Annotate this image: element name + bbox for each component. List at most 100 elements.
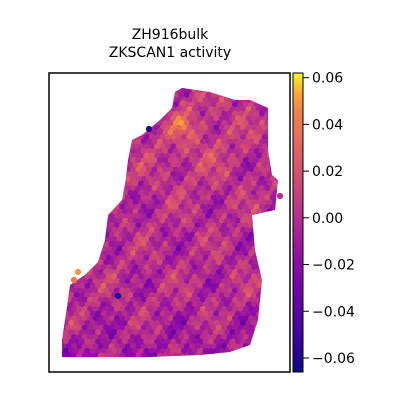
hex-spot <box>213 134 220 141</box>
hex-spot <box>194 157 201 164</box>
hex-spot <box>79 152 86 159</box>
hex-spot <box>226 278 233 285</box>
hex-spot <box>274 129 278 136</box>
hex-spot <box>234 236 242 243</box>
hex-spot <box>84 152 91 159</box>
hex-spot <box>232 268 239 276</box>
hex-spot <box>186 329 193 336</box>
hex-spot <box>73 189 80 197</box>
hex-spot <box>156 315 164 322</box>
hex-spot <box>138 208 145 215</box>
hex-spot <box>81 166 88 173</box>
hex-spot <box>234 347 242 355</box>
hex-spot <box>207 301 215 308</box>
hex-spot <box>183 315 191 322</box>
hex-spot <box>148 329 156 336</box>
hex-spot <box>234 319 242 327</box>
hex-spot <box>274 324 278 331</box>
hex-spot <box>258 157 266 164</box>
hex-spot <box>70 120 78 127</box>
hex-spot <box>210 138 217 145</box>
hex-spot <box>183 231 191 238</box>
hex-spot <box>138 338 145 345</box>
hex-spot <box>62 171 70 178</box>
hex-spot <box>92 120 99 127</box>
hex-spot <box>113 306 121 313</box>
hex-spot <box>55 222 61 228</box>
hex-spot <box>62 203 67 211</box>
hex-spot <box>226 185 233 192</box>
hex-spot <box>95 152 102 159</box>
hex-spot <box>202 208 209 215</box>
hex-spot <box>162 240 169 248</box>
hex-spot <box>62 338 70 345</box>
hex-spot <box>274 278 278 285</box>
hex-spot <box>269 315 276 322</box>
hex-spot <box>65 324 72 331</box>
hex-spot <box>242 287 250 294</box>
hex-spot <box>226 268 233 276</box>
hex-spot <box>97 315 105 322</box>
hex-spot <box>119 129 126 136</box>
hex-spot <box>103 138 110 145</box>
hex-spot <box>237 88 244 90</box>
hex-spot <box>186 236 193 243</box>
hex-spot <box>269 268 276 276</box>
hex-spot <box>146 343 153 350</box>
hex-spot <box>240 292 247 299</box>
hex-spot <box>95 208 102 215</box>
hex-spot <box>108 120 115 127</box>
hex-spot <box>248 166 255 173</box>
hex-spot <box>89 347 97 355</box>
hex-spot <box>199 194 207 201</box>
hex-spot <box>245 88 252 94</box>
hex-spot <box>111 208 118 215</box>
hex-spot <box>87 352 94 357</box>
hex-spot <box>264 157 271 164</box>
hex-spot <box>248 315 255 322</box>
hex-spot <box>162 296 169 304</box>
hex-spot <box>250 282 258 290</box>
hex-spot <box>266 310 274 317</box>
hex-spot <box>119 222 126 229</box>
hex-spot <box>215 315 223 322</box>
hex-spot <box>191 338 199 345</box>
hex-spot <box>261 282 268 290</box>
hex-spot <box>183 306 191 313</box>
hex-spot <box>189 92 196 99</box>
hex-spot <box>245 124 252 132</box>
hex-spot <box>213 171 220 178</box>
hex-spot <box>127 106 134 113</box>
hex-spot <box>68 347 75 355</box>
hex-spot <box>154 217 161 225</box>
hex-spot <box>269 88 276 90</box>
hex-spot <box>202 161 209 169</box>
hex-spot <box>81 278 88 285</box>
hex-spot-outlier <box>156 127 164 135</box>
hex-spot <box>76 315 83 322</box>
hex-spot <box>79 254 86 262</box>
hex-spot <box>84 338 91 345</box>
hex-spot <box>183 343 191 350</box>
hex-spot <box>111 347 118 355</box>
hex-spot <box>164 134 172 141</box>
hex-spot <box>81 138 88 145</box>
hex-spot <box>266 88 274 94</box>
hex-spot <box>264 194 271 201</box>
hex-spot <box>167 324 174 331</box>
hex-spot <box>143 264 150 271</box>
hex-spot <box>210 194 217 201</box>
hex-spot <box>207 217 215 225</box>
hex-spot <box>175 338 182 345</box>
hex-spot <box>127 319 134 327</box>
hex-spot <box>138 292 145 299</box>
hex-spot <box>240 106 247 113</box>
hex-spot <box>202 254 209 262</box>
hex-spot <box>116 329 123 336</box>
hex-spot <box>84 115 91 122</box>
hex-spot <box>266 319 274 327</box>
hex-spot <box>143 236 150 243</box>
hex-spot <box>181 152 188 159</box>
hex-spot <box>121 115 129 122</box>
hex-spot <box>121 143 129 150</box>
